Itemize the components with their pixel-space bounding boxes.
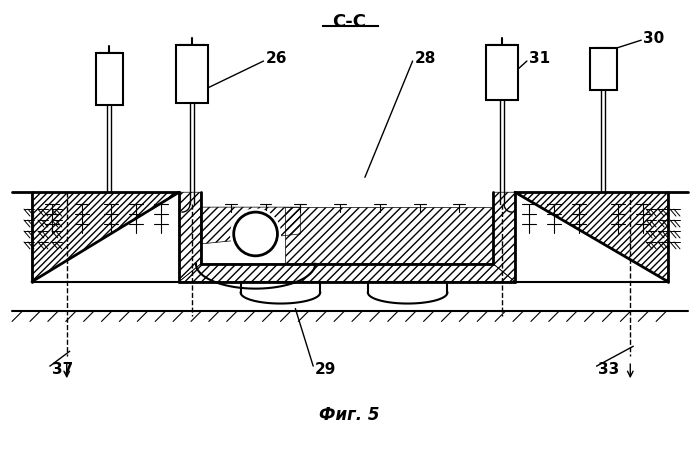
Text: 33: 33 (598, 361, 620, 377)
Text: 26: 26 (266, 51, 287, 65)
Text: С-С: С-С (332, 13, 366, 32)
Text: Фиг. 5: Фиг. 5 (319, 406, 380, 424)
Bar (96, 53, 124, 105)
Text: 37: 37 (52, 361, 73, 377)
Text: 30: 30 (643, 31, 665, 46)
Bar (176, 45, 208, 103)
Text: 29: 29 (315, 361, 337, 377)
Circle shape (231, 209, 280, 259)
Bar (487, 45, 518, 100)
Text: 31: 31 (529, 51, 550, 65)
Bar (589, 48, 617, 90)
Text: 28: 28 (415, 51, 436, 65)
